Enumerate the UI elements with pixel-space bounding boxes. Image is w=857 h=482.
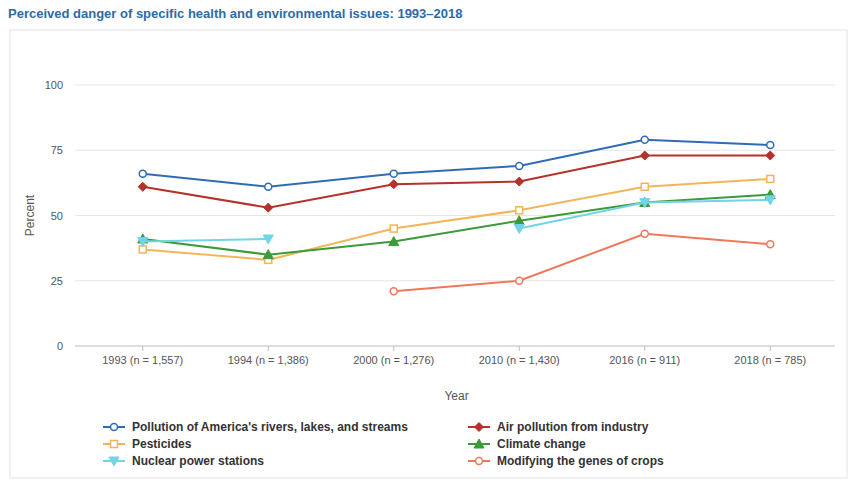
point — [767, 175, 774, 182]
chart: Perceived danger of specific health and … — [0, 0, 857, 482]
series-line — [394, 234, 771, 291]
y-tick-label: 0 — [57, 340, 63, 352]
point — [139, 170, 146, 177]
point — [640, 197, 650, 206]
grid-line — [75, 150, 835, 151]
x-tick — [393, 346, 394, 351]
point — [263, 235, 273, 244]
legend-marker — [476, 458, 483, 465]
y-tick-label: 50 — [51, 210, 63, 222]
series-line — [143, 195, 771, 255]
legend-label: Climate change — [497, 437, 586, 451]
x-tick-label: 1993 (n = 1,557) — [102, 354, 183, 366]
x-tick-label: 2000 (n = 1,276) — [353, 354, 434, 366]
point — [516, 162, 523, 169]
legend-marker — [109, 457, 119, 466]
y-tick-label: 100 — [45, 79, 63, 91]
point — [390, 225, 397, 232]
x-tick-label: 2010 (n = 1,430) — [479, 354, 560, 366]
grid-line — [75, 280, 835, 281]
x-tick-label: 2018 (n = 785) — [734, 354, 806, 366]
x-tick-label: 2016 (n = 911) — [609, 354, 680, 366]
chart-frame — [10, 30, 847, 478]
point — [516, 277, 523, 284]
point — [390, 170, 397, 177]
legend-marker — [111, 424, 118, 431]
title: Perceived danger of specific health and … — [8, 6, 462, 21]
point — [138, 182, 147, 191]
grid-line — [75, 85, 835, 86]
x-tick — [644, 346, 645, 351]
x-tick — [268, 346, 269, 351]
legend-marker — [474, 439, 484, 448]
point — [390, 288, 397, 295]
legend-label: Pesticides — [132, 437, 192, 451]
point — [641, 136, 648, 143]
grid-line — [75, 215, 835, 216]
point — [138, 238, 148, 247]
point — [514, 216, 524, 225]
point — [389, 180, 398, 189]
point — [765, 196, 775, 205]
point — [641, 230, 648, 237]
series-line — [143, 179, 771, 260]
y-tick-label: 25 — [51, 275, 63, 287]
y-tick-label: 75 — [51, 144, 63, 156]
x-tick — [142, 346, 143, 351]
y-axis-label: Percent — [23, 194, 37, 236]
point — [641, 183, 648, 190]
plot-area — [138, 136, 776, 294]
point — [516, 207, 523, 214]
point — [766, 151, 775, 160]
point — [264, 203, 273, 212]
legend-label: Nuclear power stations — [132, 454, 264, 468]
point — [767, 142, 774, 149]
x-tick-label: 1994 (n = 1,386) — [228, 354, 309, 366]
series-line — [143, 140, 771, 187]
point — [389, 237, 399, 246]
grid-line — [75, 346, 835, 347]
point — [515, 177, 524, 186]
x-axis-label: Year — [444, 389, 468, 403]
legend: Pollution of America's rivers, lakes, an… — [103, 420, 664, 468]
series-line — [143, 200, 771, 242]
legend-label: Pollution of America's rivers, lakes, an… — [132, 420, 408, 434]
point — [514, 225, 524, 234]
point — [265, 183, 272, 190]
point — [640, 151, 649, 160]
x-tick — [519, 346, 520, 351]
point — [767, 241, 774, 248]
legend-marker — [111, 441, 118, 448]
point — [263, 250, 273, 259]
y-axis-line — [75, 85, 76, 346]
point — [640, 198, 650, 207]
legend-marker — [475, 423, 484, 432]
legend-label: Air pollution from industry — [497, 420, 649, 434]
legend-label: Modifying the genes of crops — [497, 454, 664, 468]
x-tick — [770, 346, 771, 351]
